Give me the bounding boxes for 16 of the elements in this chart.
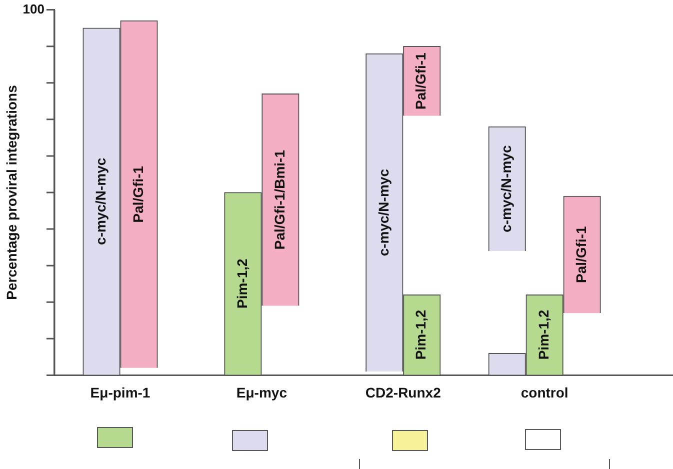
text: c-myc/N-myc [375,169,392,256]
series-label: Pal/Gfi-1/Bmi-1 [271,150,288,250]
y-tick-label: 100 [22,1,44,16]
series-label: c-myc/N-myc [498,145,514,232]
series-label: Pal/Gfi-1 [412,52,429,110]
text: Pal/Gfi-1 [572,226,589,284]
text: Pim-1,2 [412,310,429,360]
series-label: Pim-1,2 [535,310,552,360]
x-tick-label: control [520,384,568,400]
x-tick-label: CD2-Runx2 [365,384,442,400]
x-tick-label: Eμ-myc [236,384,288,400]
y-axis-title: Percentage proviral integrations [3,84,20,300]
text: Pal/Gfi-1 [130,166,146,223]
x-tick-label: Eμ-pim-1 [90,384,150,400]
text: c-myc/N-myc [92,158,108,245]
text: Pim-1,2 [234,258,250,309]
